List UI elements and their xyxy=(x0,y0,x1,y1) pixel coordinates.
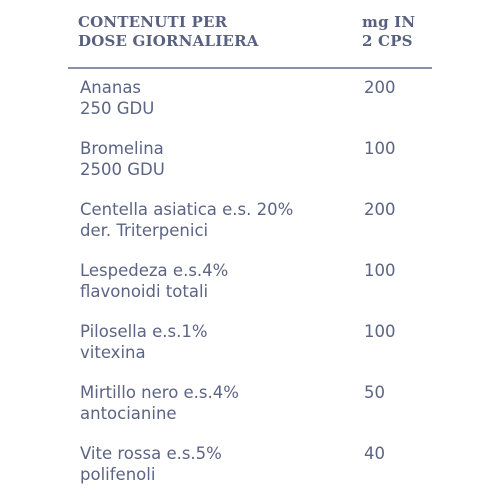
ingredient-name: Mirtillo nero e.s.4% antocianine xyxy=(80,383,239,423)
table-row: Lespedeza e.s.4% flavonoidi totali 100 xyxy=(0,260,500,321)
ingredient-amount: 40 xyxy=(364,444,385,463)
table-row: Pilosella e.s.1% vitexina 100 xyxy=(0,321,500,382)
table-row: Mirtillo nero e.s.4% antocianine 50 xyxy=(0,382,500,443)
ingredient-name: Vite rossa e.s.5% polifenoli xyxy=(80,444,222,484)
table-row: Ananas 250 GDU 200 xyxy=(0,77,500,138)
column-header-dose: mg IN 2 CPS xyxy=(362,13,416,50)
ingredient-amount: 200 xyxy=(364,78,396,97)
ingredient-amount: 50 xyxy=(364,383,385,402)
table-header: CONTENUTI PER DOSE GIORNALIERA mg IN 2 C… xyxy=(0,0,500,66)
table-row: Bromelina 2500 GDU 100 xyxy=(0,138,500,199)
column-header-contents: CONTENUTI PER DOSE GIORNALIERA xyxy=(78,13,259,50)
table-row: Centella asiatica e.s. 20% der. Triterpe… xyxy=(0,199,500,260)
header-divider xyxy=(68,67,432,69)
table-row: Vite rossa e.s.5% polifenoli 40 xyxy=(0,443,500,504)
ingredient-name: Lespedeza e.s.4% flavonoidi totali xyxy=(80,261,229,301)
ingredients-table: Ananas 250 GDU 200 Bromelina 2500 GDU 10… xyxy=(0,77,500,504)
ingredient-amount: 100 xyxy=(364,261,396,280)
ingredient-amount: 100 xyxy=(364,322,396,341)
ingredient-name: Bromelina 2500 GDU xyxy=(80,139,165,179)
ingredient-name: Ananas 250 GDU xyxy=(80,78,155,118)
ingredient-amount: 100 xyxy=(364,139,396,158)
ingredient-name: Centella asiatica e.s. 20% der. Triterpe… xyxy=(80,200,294,240)
ingredient-amount: 200 xyxy=(364,200,396,219)
ingredient-name: Pilosella e.s.1% vitexina xyxy=(80,322,208,362)
